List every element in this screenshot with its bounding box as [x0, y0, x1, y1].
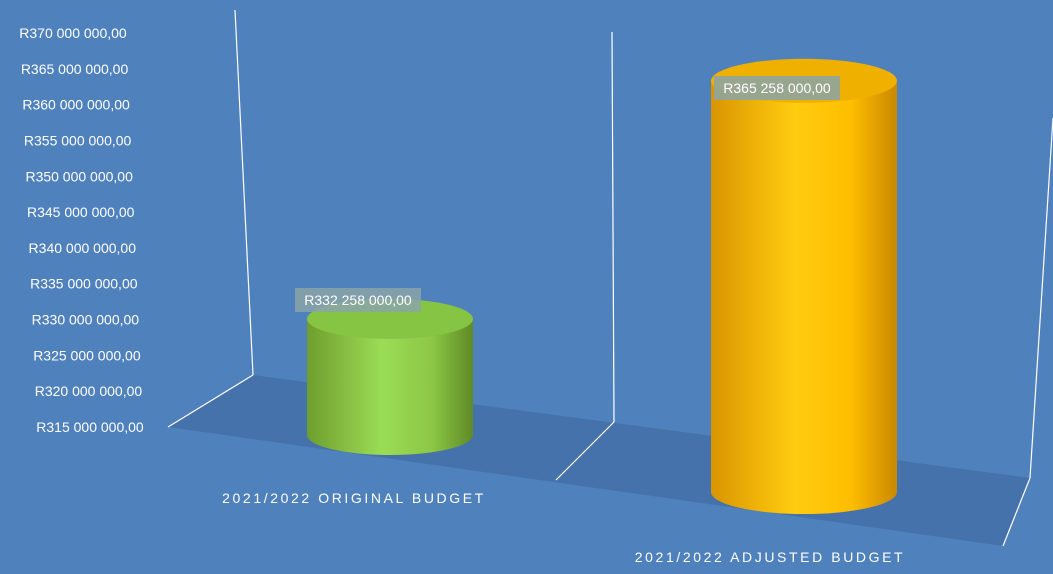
data-label: R332 258 000,00 — [295, 288, 421, 312]
bars: R332 258 000,00 R365 258 000,00 — [295, 58, 897, 514]
bar-2: R365 258 000,00 — [711, 58, 897, 514]
chart-floor — [168, 375, 1030, 546]
axis-edge-middle — [611, 31, 615, 423]
data-label: R365 258 000,00 — [714, 76, 840, 100]
bar-body — [711, 80, 897, 514]
y-tick-label: R315 000 000,00 — [36, 419, 144, 435]
y-tick-label: R365 000 000,00 — [21, 61, 129, 77]
y-tick-label: R330 000 000,00 — [32, 312, 140, 328]
y-tick-label: R335 000 000,00 — [30, 276, 138, 292]
bar-body — [307, 318, 473, 455]
data-label-text: R332 258 000,00 — [304, 292, 412, 308]
category-label: 2021/2022 ORIGINAL BUDGET — [222, 490, 486, 506]
y-axis-ticks: R315 000 000,00 R320 000 000,00 R325 000 0… — [19, 25, 144, 435]
y-tick-label: R340 000 000,00 — [29, 240, 137, 256]
axis-edge-middle-base — [555, 421, 615, 481]
y-tick-label: R360 000 000,00 — [22, 97, 130, 113]
y-tick-label: R320 000 000,00 — [35, 383, 143, 399]
axis-edge-left-base — [167, 374, 254, 428]
data-label-text: R365 258 000,00 — [723, 80, 831, 96]
y-tick-label: R370 000 000,00 — [19, 25, 127, 41]
data-label-box — [714, 76, 840, 100]
category-label: 2021/2022 ADJUSTED BUDGET — [635, 549, 905, 565]
axis-edge-right-base — [1002, 477, 1031, 547]
y-tick-label: R325 000 000,00 — [33, 347, 141, 363]
y-tick-label: R350 000 000,00 — [25, 168, 133, 184]
axis-edge-right — [1029, 117, 1053, 479]
bar-1: R332 258 000,00 — [295, 288, 473, 455]
axis-edge-left — [234, 9, 254, 376]
y-tick-label: R345 000 000,00 — [27, 204, 135, 220]
y-tick-label: R355 000 000,00 — [24, 132, 132, 148]
data-label-box — [295, 288, 421, 312]
category-labels: 2021/2022 ORIGINAL BUDGET 2021/2022 ADJUS… — [222, 490, 905, 565]
